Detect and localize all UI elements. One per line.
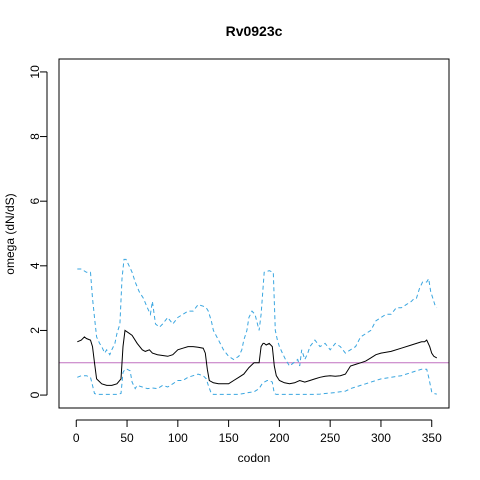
x-tick-label: 200 [269, 431, 289, 445]
y-tick-label: 2 [28, 327, 42, 334]
plot-area: 0 50 100 150 200 250 300 350 0 2 4 6 8 10 [28, 58, 450, 445]
y-axis-label: omega (dN/dS) [3, 193, 17, 274]
x-tick-label: 100 [168, 431, 188, 445]
y-tick-label: 4 [28, 262, 42, 269]
x-axis-label: codon [238, 451, 271, 465]
series-line-upper-bound [77, 258, 438, 367]
chart-title: Rv0923c [226, 23, 283, 39]
y-tick-label: 0 [28, 391, 42, 398]
y-tick-label: 6 [28, 198, 42, 205]
x-tick-label: 250 [320, 431, 340, 445]
x-tick-label: 300 [371, 431, 391, 445]
y-tick-label: 8 [28, 133, 42, 140]
series-line-lower-bound [77, 368, 437, 395]
x-tick-label: 0 [73, 431, 80, 445]
x-tick-label: 350 [422, 431, 442, 445]
series-line-estimate [77, 329, 438, 386]
x-tick-label: 50 [120, 431, 134, 445]
x-tick-label: 150 [219, 431, 239, 445]
plot-frame [58, 58, 450, 409]
y-tick-label: 10 [28, 65, 42, 79]
